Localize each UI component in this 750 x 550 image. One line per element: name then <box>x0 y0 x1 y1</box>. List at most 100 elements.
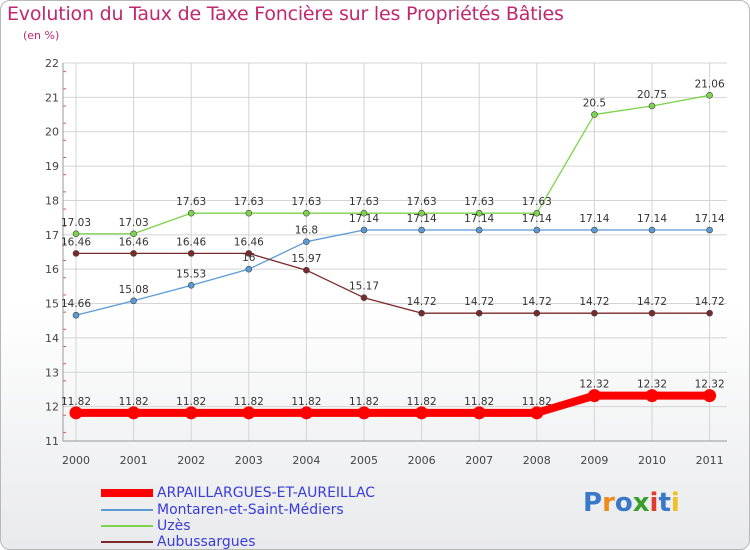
x-tick-label: 2011 <box>696 454 724 467</box>
logo-letter: P <box>583 488 603 518</box>
data-point <box>245 209 253 217</box>
data-point <box>415 406 429 420</box>
x-tick-label: 2007 <box>465 454 493 467</box>
data-point <box>587 389 601 403</box>
data-label: 15.08 <box>119 284 149 296</box>
chart-unit: (en %) <box>23 29 60 42</box>
data-label: 16.46 <box>119 236 149 248</box>
x-tick-label: 2001 <box>120 454 148 467</box>
data-label: 11.82 <box>234 396 264 408</box>
data-label: 15.97 <box>291 253 321 265</box>
legend-label: ARPAILLARGUES-ET-AUREILLAC <box>157 485 376 501</box>
legend-label: Montaren-et-Saint-Médiers <box>157 502 344 518</box>
data-label: 17.14 <box>579 213 609 225</box>
data-label: 17.03 <box>61 217 91 229</box>
series-line <box>75 229 710 316</box>
data-point <box>648 309 656 317</box>
data-point <box>187 250 195 257</box>
legend-label: Uzès <box>157 518 191 534</box>
data-point <box>187 282 195 289</box>
data-point <box>533 309 541 317</box>
logo-letter: o <box>614 488 633 518</box>
data-label: 11.82 <box>464 396 494 408</box>
series-line <box>76 94 710 235</box>
data-point <box>303 266 310 274</box>
data-label: 17.63 <box>407 196 437 208</box>
logo-letter: i <box>649 488 659 518</box>
data-point <box>591 226 598 234</box>
data-label: 11.82 <box>291 396 321 408</box>
data-label: 16.46 <box>61 236 91 248</box>
data-label: 17.63 <box>349 196 379 208</box>
data-point <box>418 309 425 317</box>
data-point <box>591 309 598 317</box>
data-label: 17.63 <box>522 196 552 208</box>
legend-item: Montaren-et-Saint-Médiers <box>101 502 344 518</box>
x-tick-label: 2009 <box>580 454 608 467</box>
data-label: 11.82 <box>176 396 206 408</box>
data-label: 15.17 <box>349 281 379 293</box>
logo-letter: t <box>658 488 671 518</box>
y-tick-label: 16 <box>45 263 59 276</box>
data-label: 11.82 <box>407 396 437 408</box>
data-point <box>303 209 310 217</box>
y-tick-label: 14 <box>45 332 59 345</box>
data-point <box>357 406 371 420</box>
data-point <box>418 226 425 234</box>
data-point <box>703 389 717 403</box>
data-point <box>533 209 541 217</box>
data-point <box>533 226 541 234</box>
data-label: 14.66 <box>61 298 91 310</box>
data-label: 20.5 <box>583 98 606 110</box>
data-point <box>69 406 83 420</box>
data-point <box>299 406 313 420</box>
legend-swatch <box>101 489 153 497</box>
y-tick-label: 15 <box>45 298 59 311</box>
series-line <box>76 252 710 314</box>
x-tick-label: 2008 <box>523 454 551 467</box>
data-label: 17.63 <box>291 196 321 208</box>
data-point <box>360 294 368 302</box>
x-tick-label: 2010 <box>638 454 666 467</box>
x-tick-label: 2005 <box>350 454 378 467</box>
data-point <box>245 265 253 273</box>
data-label: 14.72 <box>637 296 667 308</box>
y-tick-label: 19 <box>45 160 59 173</box>
data-label: 17.63 <box>464 196 494 208</box>
data-point <box>472 406 486 420</box>
data-point <box>130 250 137 257</box>
x-tick-label: 2000 <box>62 454 90 467</box>
data-label: 11.82 <box>522 396 552 408</box>
x-tick-label: 2002 <box>177 454 205 467</box>
data-label: 17.14 <box>407 213 437 225</box>
data-label: 11.82 <box>349 396 379 408</box>
data-point <box>475 209 483 217</box>
data-point <box>706 92 713 99</box>
data-label: 16.46 <box>176 236 206 248</box>
legend-swatch <box>101 509 153 511</box>
data-point <box>591 111 598 118</box>
data-label: 12.32 <box>695 379 725 391</box>
series-line <box>76 391 710 417</box>
y-tick-label: 20 <box>45 126 59 139</box>
data-label: 11.82 <box>119 396 149 408</box>
data-label: 12.32 <box>637 379 667 391</box>
data-point <box>303 238 310 245</box>
data-label: 17.03 <box>119 217 149 229</box>
data-point <box>648 226 656 234</box>
data-label: 16 <box>242 252 256 264</box>
data-point <box>475 309 483 317</box>
data-point <box>706 226 713 234</box>
data-label: 17.63 <box>234 196 264 208</box>
data-point <box>72 250 80 257</box>
data-point <box>184 406 198 420</box>
data-point <box>706 309 713 317</box>
data-point <box>648 102 656 110</box>
legend-item: Aubussargues <box>101 534 256 549</box>
legend-item: ARPAILLARGUES-ET-AUREILLAC <box>101 485 375 501</box>
data-label: 17.14 <box>349 213 379 225</box>
y-tick-label: 18 <box>45 194 59 207</box>
data-label: 17.14 <box>464 213 494 225</box>
